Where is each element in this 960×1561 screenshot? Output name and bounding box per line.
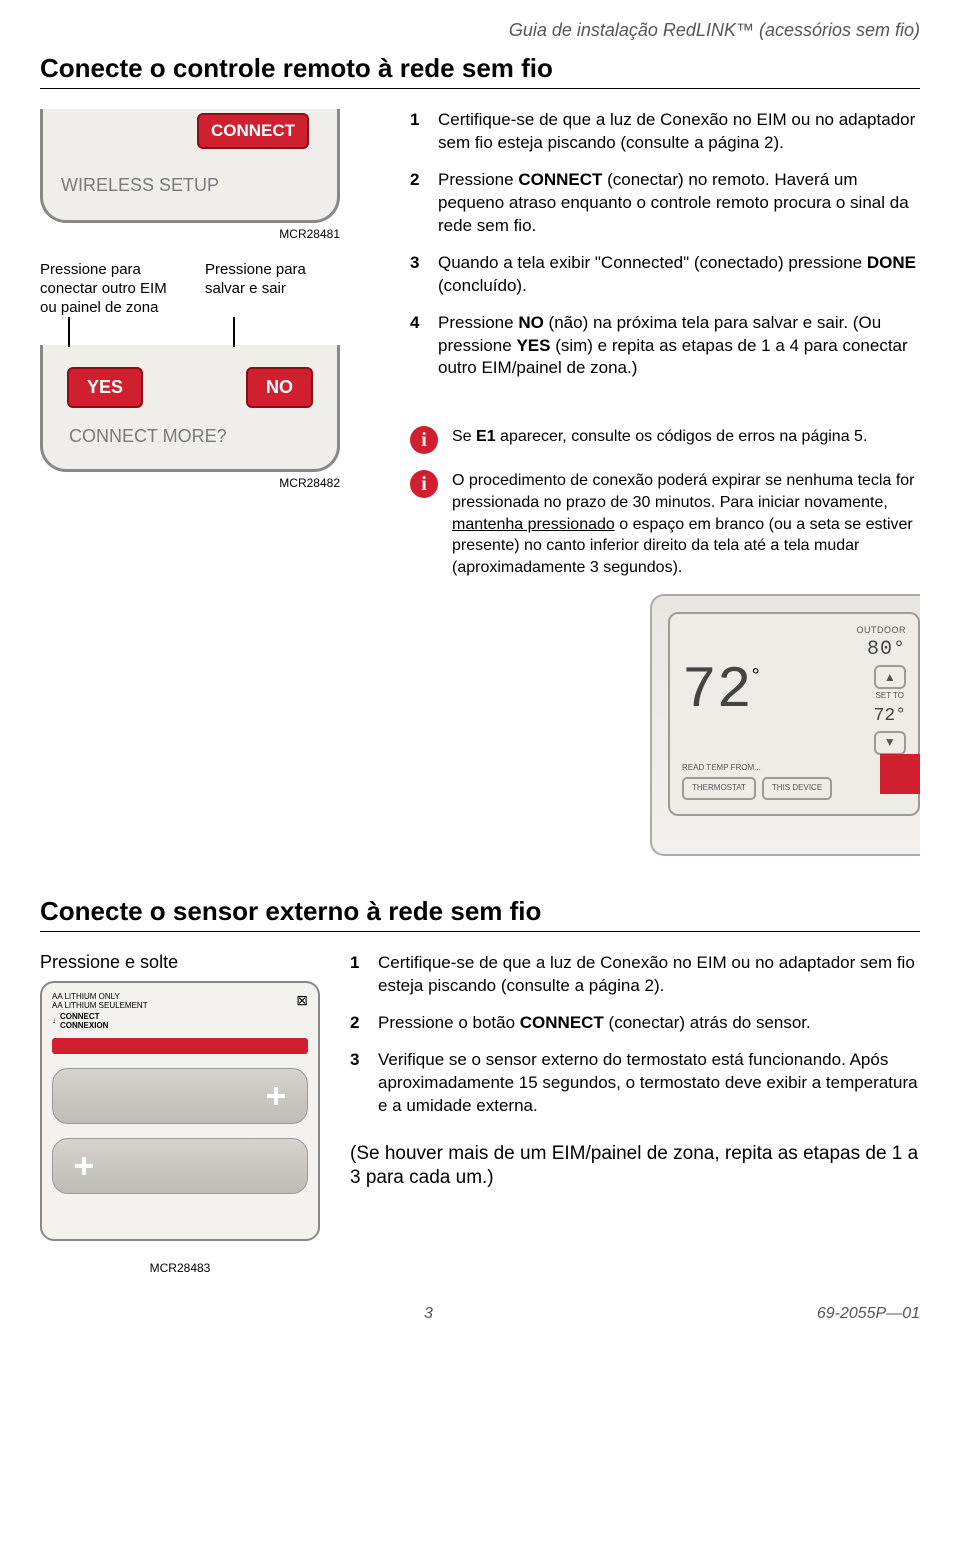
info-expire: i O procedimento de conexão poderá expir… xyxy=(410,470,920,578)
no-button[interactable]: NO xyxy=(246,367,313,408)
info-text: O procedimento de conexão poderá expirar… xyxy=(452,470,920,578)
figure-code-1: MCR28481 xyxy=(40,227,340,241)
doc-number: 69-2055P—01 xyxy=(817,1305,920,1323)
figure-code-2: MCR28482 xyxy=(40,476,340,490)
figure-code-3: MCR28483 xyxy=(40,1261,320,1275)
repeat-note: (Se houver mais de um EIM/painel de zona… xyxy=(350,1142,920,1191)
remote-yesno-figure: YES NO CONNECT MORE? xyxy=(40,345,340,472)
remote-connect-figure: CONNECT WIRELESS SETUP xyxy=(40,109,340,223)
step-2: 2 Pressione CONNECT (conectar) no remoto… xyxy=(410,169,920,238)
step-4: 4 Pressione NO (não) na próxima tela par… xyxy=(410,312,920,381)
readtemp-label: READ TEMP FROM... xyxy=(682,763,906,774)
press-release-label: Pressione e solte xyxy=(40,952,320,973)
section1-title: Conecte o controle remoto à rede sem fio xyxy=(40,53,920,89)
step-text: Verifique se o sensor externo do termost… xyxy=(378,1049,920,1118)
step-2: 2 Pressione o botão CONNECT (conectar) a… xyxy=(350,1012,920,1035)
main-temp: 72 xyxy=(682,659,752,724)
battery-1 xyxy=(52,1068,308,1124)
callout-connect-other: Pressione para conectar outro EIM ou pai… xyxy=(40,261,175,317)
src-thisdevice-button[interactable]: THIS DEVICE xyxy=(762,777,832,800)
page-number: 3 xyxy=(424,1305,433,1323)
footer: 3 69-2055P—01 xyxy=(40,1305,920,1323)
sensor-figure: AA LITHIUM ONLY AA LITHIUM SEULEMENT ↓ C… xyxy=(40,981,320,1241)
callout-save-exit: Pressione para salvar e sair xyxy=(205,261,340,317)
step-text: Pressione CONNECT (conectar) no remoto. … xyxy=(438,169,920,238)
connect-more-label: CONNECT MORE? xyxy=(61,426,319,447)
disposal-icon: ⊠ xyxy=(296,993,308,1008)
steps-list-2: 1 Certifique-se de que a luz de Conexão … xyxy=(350,952,920,1118)
yes-button[interactable]: YES xyxy=(67,367,143,408)
step-text: Pressione NO (não) na próxima tela para … xyxy=(438,312,920,381)
outdoor-label: OUTDOOR xyxy=(682,624,906,636)
setto-temp: 72° xyxy=(874,704,906,728)
step-3: 3 Quando a tela exibir "Connected" (cone… xyxy=(410,252,920,298)
step-text: Quando a tela exibir "Connected" (conect… xyxy=(438,252,920,298)
section2-title: Conecte o sensor externo à rede sem fio xyxy=(40,896,920,932)
step-3: 3 Verifique se o sensor externo do termo… xyxy=(350,1049,920,1118)
battery-2 xyxy=(52,1138,308,1194)
down-arrow-button[interactable]: ▼ xyxy=(874,731,906,755)
connect-button[interactable]: CONNECT xyxy=(197,113,309,149)
guide-title: Guia de instalação RedLINK™ (acessórios … xyxy=(40,20,920,41)
info-icon: i xyxy=(410,426,438,454)
connect-label: ↓ CONNECTCONNEXION xyxy=(52,1013,148,1031)
step-text: Certifique-se de que a luz de Conexão no… xyxy=(438,109,920,155)
step-num: 3 xyxy=(350,1049,368,1118)
wireless-setup-label: WIRELESS SETUP xyxy=(61,175,319,196)
highlight-square xyxy=(880,754,920,794)
info-text: Se E1 aparecer, consulte os códigos de e… xyxy=(452,426,867,448)
lithium-label-2: AA LITHIUM SEULEMENT xyxy=(52,1002,148,1011)
up-arrow-button[interactable]: ▲ xyxy=(874,665,906,689)
connect-button-bar[interactable] xyxy=(52,1038,308,1054)
info-e1: i Se E1 aparecer, consulte os códigos de… xyxy=(410,426,920,454)
steps-list-1: 1 Certifique-se de que a luz de Conexão … xyxy=(410,109,920,380)
step-text: Certifique-se de que a luz de Conexão no… xyxy=(378,952,920,998)
thermostat-device-figure: OUTDOOR 80° 72° ▲ SET TO 72° ▼ xyxy=(650,594,920,856)
setto-label: SET TO xyxy=(874,691,906,702)
step-num: 1 xyxy=(410,109,428,155)
step-num: 2 xyxy=(350,1012,368,1035)
step-1: 1 Certifique-se de que a luz de Conexão … xyxy=(350,952,920,998)
step-1: 1 Certifique-se de que a luz de Conexão … xyxy=(410,109,920,155)
step-num: 2 xyxy=(410,169,428,238)
step-num: 4 xyxy=(410,312,428,381)
step-num: 1 xyxy=(350,952,368,998)
callouts: Pressione para conectar outro EIM ou pai… xyxy=(40,261,340,317)
src-thermostat-button[interactable]: THERMOSTAT xyxy=(682,777,756,800)
info-icon: i xyxy=(410,470,438,498)
step-text: Pressione o botão CONNECT (conectar) atr… xyxy=(378,1012,811,1035)
step-num: 3 xyxy=(410,252,428,298)
